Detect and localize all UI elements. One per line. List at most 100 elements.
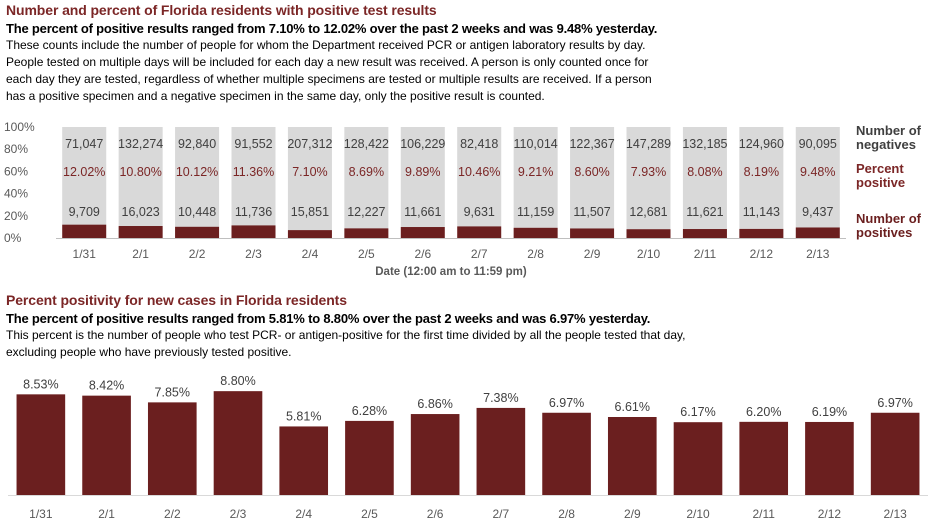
x-tick-label: 2/10 <box>637 247 661 261</box>
x-tick-label: 2/5 <box>358 247 375 261</box>
positives-data-label: 11,661 <box>404 205 441 219</box>
positives-bar <box>62 224 107 238</box>
percent-positive-data-label: 8.19% <box>744 165 779 179</box>
positives-data-label: 11,736 <box>235 205 272 219</box>
positivity-data-label: 8.53% <box>23 377 58 391</box>
y-tick-label: 80% <box>4 142 28 156</box>
positivity-bar <box>607 417 657 495</box>
negatives-data-label: 132,185 <box>682 137 727 151</box>
percent-positive-data-label: 11.36% <box>233 165 274 179</box>
positives-bar <box>626 229 671 238</box>
positives-bar <box>175 226 220 238</box>
x-tick-label: 2/11 <box>694 247 717 261</box>
percent-positive-data-label: 8.69% <box>349 165 384 179</box>
negatives-bar <box>682 127 727 230</box>
x-tick-label: 2/12 <box>750 247 774 261</box>
negatives-data-label: 91,552 <box>234 137 272 151</box>
negatives-data-label: 128,422 <box>344 137 389 151</box>
legend-entry: Percent <box>856 161 904 176</box>
positives-data-label: 16,023 <box>122 205 160 219</box>
positives-bar <box>682 229 727 238</box>
positivity-data-label: 7.38% <box>483 391 518 405</box>
negatives-data-label: 71,047 <box>65 137 103 151</box>
chart1-description-line: has a positive specimen and a negative s… <box>6 89 545 103</box>
positivity-bar <box>476 407 526 495</box>
x-tick-label: 2/2 <box>164 507 181 521</box>
negatives-bar <box>231 127 276 226</box>
positivity-data-label: 6.17% <box>680 405 715 419</box>
positives-data-label: 9,437 <box>802 205 833 219</box>
positivity-bar <box>279 426 329 495</box>
positivity-data-label: 6.19% <box>812 405 847 419</box>
positivity-bar <box>673 422 723 495</box>
chart1-description-line: These counts include the number of peopl… <box>6 38 646 52</box>
positives-bar <box>118 226 163 238</box>
positives-bar <box>400 227 445 238</box>
negatives-data-label: 110,014 <box>514 137 558 151</box>
x-tick-label: 1/31 <box>29 507 53 521</box>
percent-positive-data-label: 9.48% <box>800 165 835 179</box>
negatives-data-label: 124,960 <box>739 137 784 151</box>
negatives-bar <box>118 127 163 227</box>
percent-positive-data-label: 10.12% <box>176 165 218 179</box>
positives-bar <box>344 228 389 238</box>
positivity-bar <box>739 421 789 495</box>
positives-bar <box>457 226 502 238</box>
negatives-bar <box>739 127 784 229</box>
positivity-data-label: 6.28% <box>352 404 387 418</box>
positives-data-label: 11,621 <box>686 205 723 219</box>
percent-positive-data-label: 8.60% <box>574 165 609 179</box>
negatives-bar <box>795 127 840 228</box>
x-tick-label: 1/31 <box>73 247 97 261</box>
negatives-bar <box>175 127 220 227</box>
positives-data-label: 11,507 <box>573 205 610 219</box>
positives-bar <box>570 228 615 238</box>
positivity-data-label: 6.61% <box>615 400 650 414</box>
negatives-data-label: 90,095 <box>799 137 837 151</box>
positivity-data-label: 8.42% <box>89 379 124 393</box>
positivity-data-label: 7.85% <box>155 385 190 399</box>
positivity-data-label: 6.86% <box>417 397 452 411</box>
positives-data-label: 11,143 <box>743 205 780 219</box>
x-tick-label: 2/9 <box>624 507 641 521</box>
chart1-description-line: People tested on multiple days will be i… <box>6 55 649 69</box>
x-tick-label: 2/8 <box>527 247 544 261</box>
chart1-description-line: each day they are tested, regardless of … <box>6 72 652 86</box>
percent-positive-data-label: 10.46% <box>458 165 500 179</box>
chart1-subtitle: The percent of positive results ranged f… <box>6 21 658 36</box>
x-tick-label: 2/8 <box>558 507 575 521</box>
positivity-data-label: 6.97% <box>877 396 912 410</box>
percent-positive-data-label: 8.08% <box>687 165 722 179</box>
x-tick-label: 2/6 <box>414 247 431 261</box>
x-tick-label: 2/5 <box>361 507 378 521</box>
x-tick-label: 2/12 <box>818 507 842 521</box>
negatives-data-label: 122,367 <box>569 137 614 151</box>
positivity-bar <box>16 394 66 495</box>
x-tick-label: 2/2 <box>189 247 206 261</box>
y-tick-label: 60% <box>4 164 28 178</box>
y-tick-label: 20% <box>4 209 28 223</box>
percent-positive-data-label: 9.89% <box>405 165 440 179</box>
legend-entry: Number of <box>856 123 922 138</box>
x-axis-title: Date (12:00 am to 11:59 pm) <box>375 266 527 278</box>
chart2-description-line: This percent is the number of people who… <box>6 328 686 342</box>
percent-positive-data-label: 12.02% <box>63 165 105 179</box>
stacked-positivity-chart: 100% 80% 60% 40% 20% 0% 71,047 12.02% 9,709 1/31 1… <box>4 120 922 278</box>
negatives-data-label: 147,289 <box>626 137 671 151</box>
y-tick-label: 40% <box>4 187 28 201</box>
negatives-data-label: 82,418 <box>460 137 498 151</box>
negatives-bar <box>344 127 389 229</box>
negatives-bar <box>457 127 502 227</box>
positivity-bar <box>82 395 131 495</box>
positives-data-label: 11,159 <box>517 205 554 219</box>
positives-data-label: 9,631 <box>464 205 495 219</box>
chart2-description-line: excluding people who have previously tes… <box>6 345 292 359</box>
chart2-title: Percent positivity for new cases in Flor… <box>6 292 347 308</box>
percent-positive-data-label: 7.93% <box>631 165 666 179</box>
x-tick-label: 2/13 <box>806 247 830 261</box>
x-tick-label: 2/7 <box>471 247 488 261</box>
x-tick-label: 2/6 <box>427 507 444 521</box>
positivity-data-label: 8.80% <box>220 374 255 388</box>
x-tick-label: 2/1 <box>132 247 149 261</box>
positives-bar <box>795 227 840 238</box>
